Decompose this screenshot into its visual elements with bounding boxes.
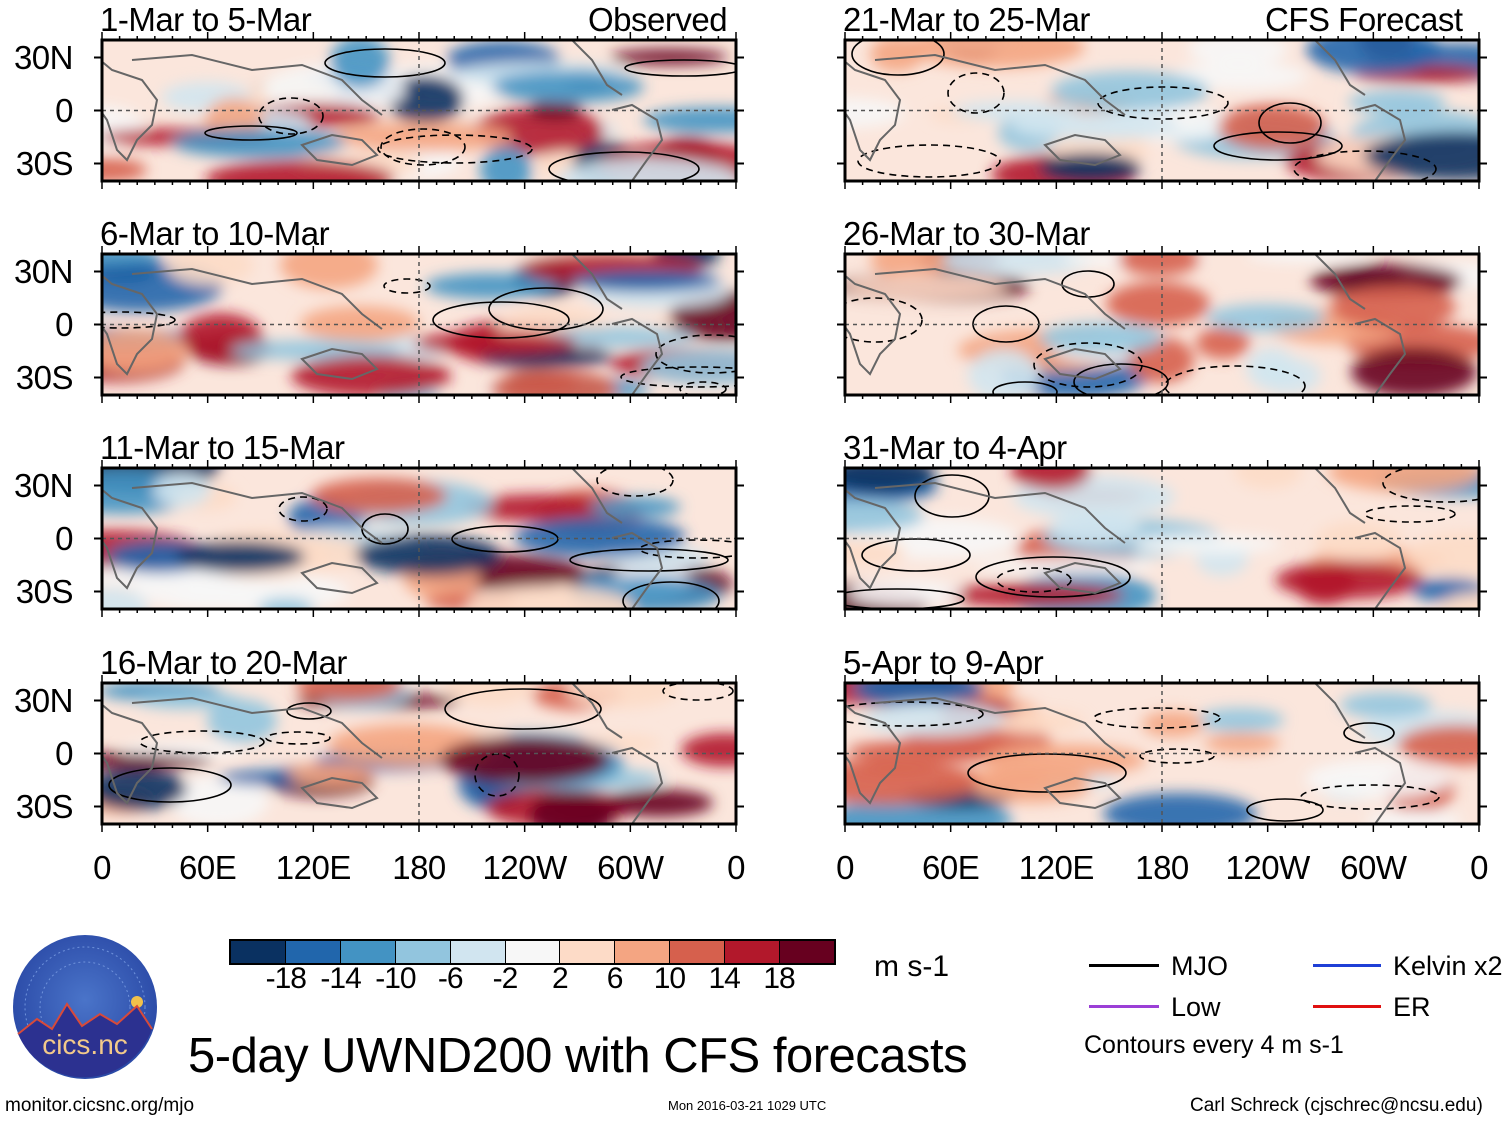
panel-title: 5-Apr to 9-Apr bbox=[843, 644, 1044, 681]
lat-label: 0 bbox=[55, 92, 73, 129]
lon-label: 0 bbox=[93, 849, 111, 886]
lat-label: 0 bbox=[55, 306, 73, 343]
legend-er: ER bbox=[1393, 992, 1431, 1022]
panel-title: 31-Mar to 4-Apr bbox=[843, 429, 1067, 466]
uwnd-map-panel bbox=[94, 246, 744, 403]
legend-low: Low bbox=[1171, 992, 1221, 1022]
lon-label: 60E bbox=[179, 849, 237, 886]
figure-title: 5-day UWND200 with CFS forecasts bbox=[188, 1029, 968, 1083]
colorbar-tick-label: 2 bbox=[551, 962, 569, 995]
colorbar-tick-label: 6 bbox=[606, 962, 624, 995]
panel-title: 6-Mar to 10-Mar bbox=[100, 215, 330, 252]
colorbar-swatch bbox=[724, 941, 780, 963]
uwnd-map-panel bbox=[94, 32, 744, 189]
kelvin-line-swatch bbox=[1313, 964, 1381, 967]
lat-label: 30S bbox=[15, 359, 74, 396]
lon-label: 180 bbox=[1135, 849, 1189, 886]
panel-title: 16-Mar to 20-Mar bbox=[100, 644, 347, 681]
footer-timestamp: Mon 2016-03-21 1029 UTC bbox=[668, 1098, 827, 1113]
colorbar-swatch bbox=[614, 941, 670, 963]
colorbar-tick-label: -2 bbox=[492, 962, 519, 995]
colorbar-tick-label: -14 bbox=[320, 962, 361, 995]
lat-label: 30N bbox=[13, 467, 74, 504]
colorbar-tick-label: 10 bbox=[653, 962, 686, 995]
colorbar-tick-label: -18 bbox=[265, 962, 307, 995]
panel-title: 11-Mar to 15-Mar bbox=[100, 429, 345, 466]
er-line-swatch bbox=[1313, 1005, 1381, 1008]
lat-label: 0 bbox=[55, 520, 73, 557]
uwnd-map-panel bbox=[837, 32, 1487, 189]
lon-label: 120E bbox=[1018, 849, 1095, 886]
colorbar-swatch bbox=[449, 941, 505, 963]
uwnd-map-panel bbox=[837, 246, 1487, 403]
cfs-forecast-label: CFS Forecast bbox=[1265, 1, 1463, 38]
low-line-swatch bbox=[1089, 1005, 1159, 1008]
lat-label: 30S bbox=[15, 573, 74, 610]
lon-label: 0 bbox=[1470, 849, 1488, 886]
colorbar-tick-label: -6 bbox=[437, 962, 464, 995]
lon-label: 180 bbox=[392, 849, 446, 886]
colorbar-swatch bbox=[504, 941, 560, 963]
lat-label: 30N bbox=[13, 253, 74, 290]
panel-title: 21-Mar to 25-Mar bbox=[843, 1, 1090, 38]
panel-title: 1-Mar to 5-Mar bbox=[100, 1, 312, 38]
lat-label: 30S bbox=[15, 145, 74, 182]
lon-label: 0 bbox=[836, 849, 854, 886]
lon-label: 120W bbox=[1225, 849, 1311, 886]
uwnd-map-panel bbox=[94, 675, 744, 832]
lat-label: 30N bbox=[13, 682, 74, 719]
svg-text:cics.nc: cics.nc bbox=[42, 1029, 128, 1060]
panel-title: 26-Mar to 30-Mar bbox=[843, 215, 1090, 252]
observed-label: Observed bbox=[588, 1, 728, 38]
footer-url[interactable]: monitor.cicsnc.org/mjo bbox=[5, 1095, 195, 1116]
legend-kelvin: Kelvin x2 bbox=[1393, 951, 1503, 981]
colorbar-swatch bbox=[559, 941, 615, 963]
lon-label: 60W bbox=[1340, 849, 1407, 886]
lon-label: 120W bbox=[482, 849, 568, 886]
colorbar-swatch bbox=[669, 941, 725, 963]
lat-label: 30N bbox=[13, 39, 74, 76]
lat-label: 30S bbox=[15, 788, 74, 825]
colorbar-swatch bbox=[779, 941, 834, 963]
colorbar-units: m s-1 bbox=[874, 950, 949, 983]
colorbar bbox=[229, 939, 836, 965]
lat-label: 0 bbox=[55, 735, 73, 772]
lon-label: 60W bbox=[597, 849, 664, 886]
uwnd-map-panel bbox=[837, 675, 1487, 832]
colorbar-swatch bbox=[394, 941, 450, 963]
lon-label: 60E bbox=[922, 849, 980, 886]
footer-author: Carl Schreck (cjschrec@ncsu.edu) bbox=[1190, 1095, 1483, 1116]
colorbar-swatch bbox=[284, 941, 340, 963]
colorbar-swatch bbox=[339, 941, 395, 963]
uwnd-map-panel bbox=[837, 460, 1487, 617]
uwnd-map-panel bbox=[94, 460, 744, 617]
cics-logo: cics.nc bbox=[13, 935, 157, 1079]
colorbar-tick-label: -10 bbox=[375, 962, 416, 995]
lon-label: 0 bbox=[727, 849, 745, 886]
colorbar-swatch bbox=[231, 941, 285, 963]
contour-note: Contours every 4 m s-1 bbox=[1084, 1031, 1344, 1059]
mjo-line-swatch bbox=[1089, 964, 1159, 967]
colorbar-tick-label: 18 bbox=[763, 962, 795, 995]
legend-mjo: MJO bbox=[1171, 951, 1228, 981]
colorbar-tick-label: 14 bbox=[708, 962, 741, 995]
lon-label: 120E bbox=[275, 849, 352, 886]
